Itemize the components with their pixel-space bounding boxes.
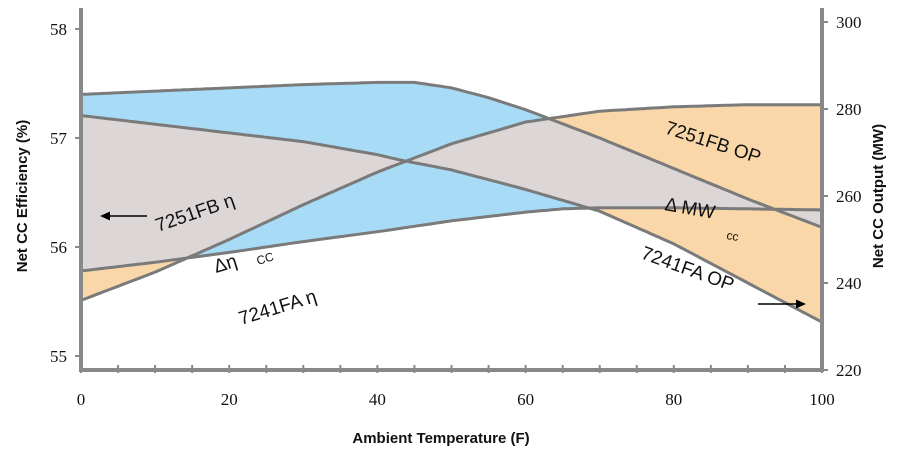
x-tick-label: 100 [809, 390, 835, 409]
label-7241fa-eta: 7241FA η [236, 286, 319, 330]
y2-tick-label: 220 [836, 361, 862, 380]
y2-axis-title: Net CC Output (MW) [870, 124, 887, 268]
x-tick-label: 0 [77, 390, 86, 409]
series-7251fb-eta-line [80, 80, 823, 229]
y-tick-label: 55 [50, 347, 67, 366]
y-tick-label: 56 [50, 238, 67, 257]
y2-tick-label: 260 [836, 187, 862, 206]
series-7241fa-eta-line [80, 206, 822, 273]
label-delta-mw-sub: cc [725, 228, 739, 244]
label-delta-eta-sub: CC [255, 249, 276, 268]
x-axis-title: Ambient Temperature (F) [352, 430, 529, 447]
x-tick-label: 40 [369, 390, 386, 409]
y-axis-title: Net CC Efficiency (%) [14, 120, 31, 273]
arrow-7251fb-eta-head [100, 211, 110, 221]
x-tick-label: 20 [221, 390, 238, 409]
y2-tick-label: 280 [836, 100, 862, 119]
efficiency-band [81, 82, 822, 272]
y-tick-label: 57 [50, 129, 68, 148]
series-7251fb-op-line [80, 103, 822, 302]
arrow-7241fa-op-head [796, 299, 806, 309]
y2-tick-label: 240 [836, 274, 862, 293]
tick-labels: 0 20 40 60 80 100 55 56 57 58 220 240 260 280 300 [50, 13, 862, 409]
y-tick-label: 58 [50, 20, 67, 39]
chart-axes [75, 8, 828, 373]
y2-tick-label: 300 [836, 13, 862, 32]
series-7241fa-op-line [80, 114, 823, 324]
chart-lines [80, 80, 823, 324]
x-tick-label: 60 [517, 390, 534, 409]
x-tick-label: 80 [665, 390, 682, 409]
